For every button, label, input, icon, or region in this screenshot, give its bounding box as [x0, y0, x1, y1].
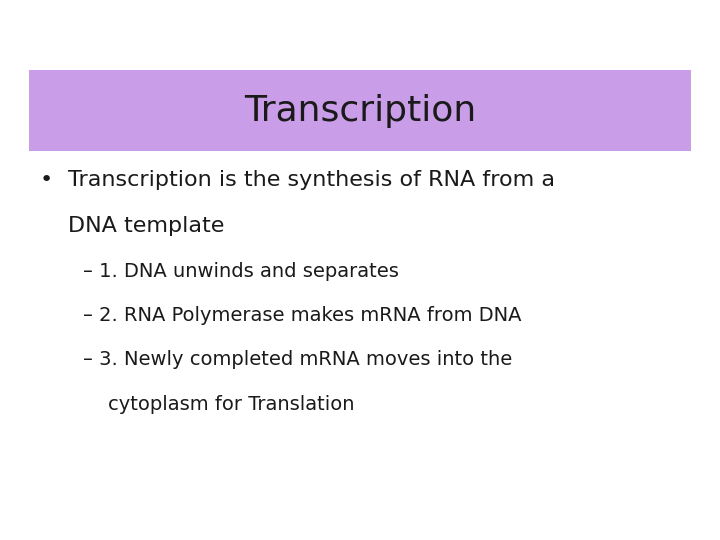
Text: DNA template: DNA template: [68, 216, 225, 236]
Text: – 1. DNA unwinds and separates: – 1. DNA unwinds and separates: [83, 262, 399, 281]
Text: Transcription: Transcription: [244, 94, 476, 127]
Text: cytoplasm for Translation: cytoplasm for Translation: [83, 395, 354, 414]
Text: – 3. Newly completed mRNA moves into the: – 3. Newly completed mRNA moves into the: [83, 350, 512, 369]
Text: Transcription is the synthesis of RNA from a: Transcription is the synthesis of RNA fr…: [68, 170, 555, 190]
Text: – 2. RNA Polymerase makes mRNA from DNA: – 2. RNA Polymerase makes mRNA from DNA: [83, 306, 521, 325]
FancyBboxPatch shape: [29, 70, 691, 151]
Text: •: •: [40, 170, 53, 190]
